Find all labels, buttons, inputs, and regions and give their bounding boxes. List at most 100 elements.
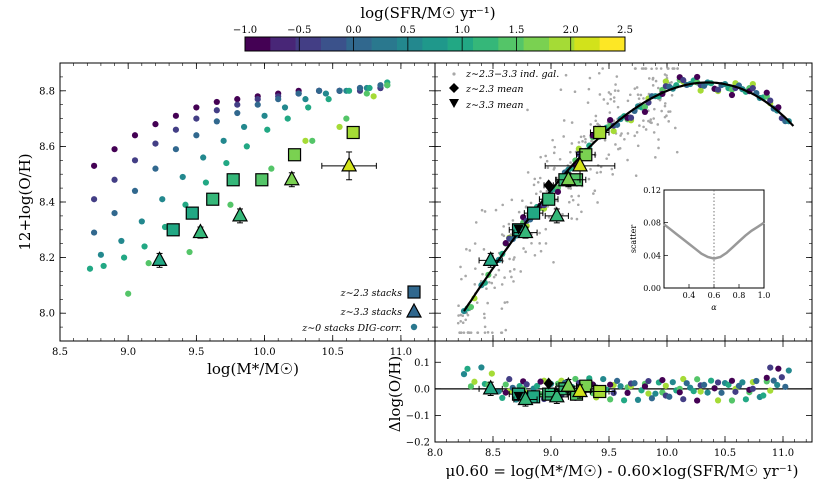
- colorbar-bin: [245, 37, 271, 51]
- individual-galaxy-point: [570, 217, 573, 220]
- residual-point: [725, 381, 732, 388]
- residual-point: [767, 364, 774, 371]
- z0-stack-point: [284, 115, 291, 122]
- individual-galaxy-point: [650, 67, 653, 71]
- colorbar-label: log(SFR/M☉ yr⁻¹): [360, 4, 495, 22]
- individual-galaxy-point: [502, 225, 505, 228]
- residual-point: [728, 397, 736, 404]
- individual-galaxy-point: [473, 242, 477, 245]
- individual-galaxy-point: [675, 150, 679, 154]
- individual-galaxy-point: [483, 325, 487, 329]
- z33-mean-point: [513, 224, 524, 235]
- residual-point: [778, 374, 785, 381]
- individual-galaxy-point: [459, 265, 462, 269]
- left-legend-square: [407, 285, 421, 299]
- individual-galaxy-point: [605, 157, 608, 160]
- individual-galaxy-point: [521, 199, 524, 202]
- z0-fmr-point: [502, 240, 509, 247]
- residual-z23-mean: [543, 377, 554, 390]
- z0-stack-point: [131, 132, 139, 139]
- individual-galaxy-point: [506, 300, 509, 304]
- individual-galaxy-point: [475, 301, 479, 304]
- z0-stack-point: [243, 143, 250, 150]
- individual-galaxy-point: [602, 98, 606, 101]
- colorbar-tick-label: 1.0: [454, 25, 470, 36]
- z0-fmr-point: [680, 77, 687, 84]
- colorbar-bin: [549, 37, 575, 51]
- z0-fmr-point: [697, 87, 704, 94]
- colorbar-bin: [422, 37, 448, 51]
- individual-galaxy-point: [533, 177, 537, 181]
- individual-galaxy-point: [569, 161, 572, 164]
- z0-stack-point: [172, 126, 180, 133]
- individual-galaxy-point: [620, 132, 623, 135]
- residual-xtick-label: 8.5: [485, 448, 501, 459]
- individual-galaxy-point: [639, 93, 643, 97]
- z0-stack-point: [138, 218, 145, 225]
- individual-galaxy-point: [626, 158, 629, 162]
- individual-galaxy-point: [473, 283, 477, 286]
- individual-galaxy-point: [593, 189, 597, 192]
- individual-galaxy-point: [465, 247, 468, 251]
- individual-galaxy-point: [626, 99, 630, 103]
- residual-point: [749, 385, 756, 392]
- colorbar-tick-label: 0.5: [400, 25, 416, 36]
- residual-point: [533, 382, 541, 390]
- residual-point: [648, 395, 656, 402]
- individual-galaxy-point: [580, 210, 583, 214]
- colorbar-tick-label: 0.0: [346, 25, 362, 36]
- z0-stack-point: [202, 179, 210, 186]
- residual-panel: 8.0 8.5 9.0 9.5 10.0 10.5 11.0 −0.2 −0.1 0.0 0.1 μ…: [386, 340, 813, 480]
- residual-point: [600, 375, 607, 383]
- individual-galaxy-point: [654, 156, 657, 159]
- right-legend-triangle-down: [449, 99, 459, 108]
- individual-galaxy-point: [497, 268, 501, 272]
- z0-stack-point: [111, 210, 118, 217]
- individual-galaxy-point: [530, 241, 533, 245]
- individual-galaxy-point: [468, 331, 471, 334]
- residual-point: [718, 389, 725, 396]
- individual-galaxy-point: [564, 73, 568, 77]
- residual-ytick-label: −0.1: [406, 411, 430, 422]
- z33-stack-point: [231, 206, 249, 222]
- z0-stack-point: [100, 262, 107, 270]
- residual-z33-point: [482, 379, 499, 395]
- z0-stack-point: [322, 90, 330, 97]
- colorbar-tick-label: 1.5: [508, 25, 524, 36]
- left-xtick-label: 10.5: [322, 347, 344, 358]
- individual-galaxy-point: [649, 118, 653, 121]
- z0-stack-point: [336, 123, 343, 131]
- z0-stack-point: [200, 154, 207, 161]
- individual-galaxy-point: [609, 92, 612, 96]
- z23-stack-point: [287, 148, 302, 162]
- individual-galaxy-point: [655, 67, 658, 70]
- individual-galaxy-point: [589, 123, 592, 126]
- inset-xtick-label: 1.0: [758, 291, 771, 300]
- individual-galaxy-point: [538, 176, 542, 180]
- z0-stack-point: [264, 126, 271, 133]
- individual-galaxy-point: [483, 316, 486, 320]
- residual-ytick-label: 0.0: [414, 384, 430, 395]
- individual-galaxy-point: [610, 167, 614, 171]
- individual-galaxy-point: [601, 67, 604, 70]
- individual-galaxy-point: [462, 331, 466, 334]
- colorbar-bin: [599, 37, 626, 51]
- z0-fmr-point: [749, 84, 756, 92]
- z0-stack-point: [268, 165, 275, 172]
- inset-ytick-label: 0.08: [643, 219, 661, 228]
- individual-galaxy-point: [586, 101, 590, 104]
- individual-galaxy-point: [589, 167, 592, 171]
- residual-xtick-label: 9.5: [601, 448, 617, 459]
- individual-galaxy-point: [559, 88, 563, 91]
- left-xtick-label: 9.5: [188, 347, 204, 358]
- z0-fmr-point: [610, 127, 617, 135]
- individual-galaxy-point: [581, 140, 584, 143]
- residual-point: [714, 397, 722, 404]
- right-z23-stack-point: [526, 206, 541, 220]
- colorbar-bin: [295, 37, 322, 51]
- z0-stack-point: [186, 248, 193, 256]
- individual-galaxy-point: [483, 331, 487, 334]
- residual-point: [641, 383, 649, 390]
- individual-galaxy-point: [599, 170, 602, 174]
